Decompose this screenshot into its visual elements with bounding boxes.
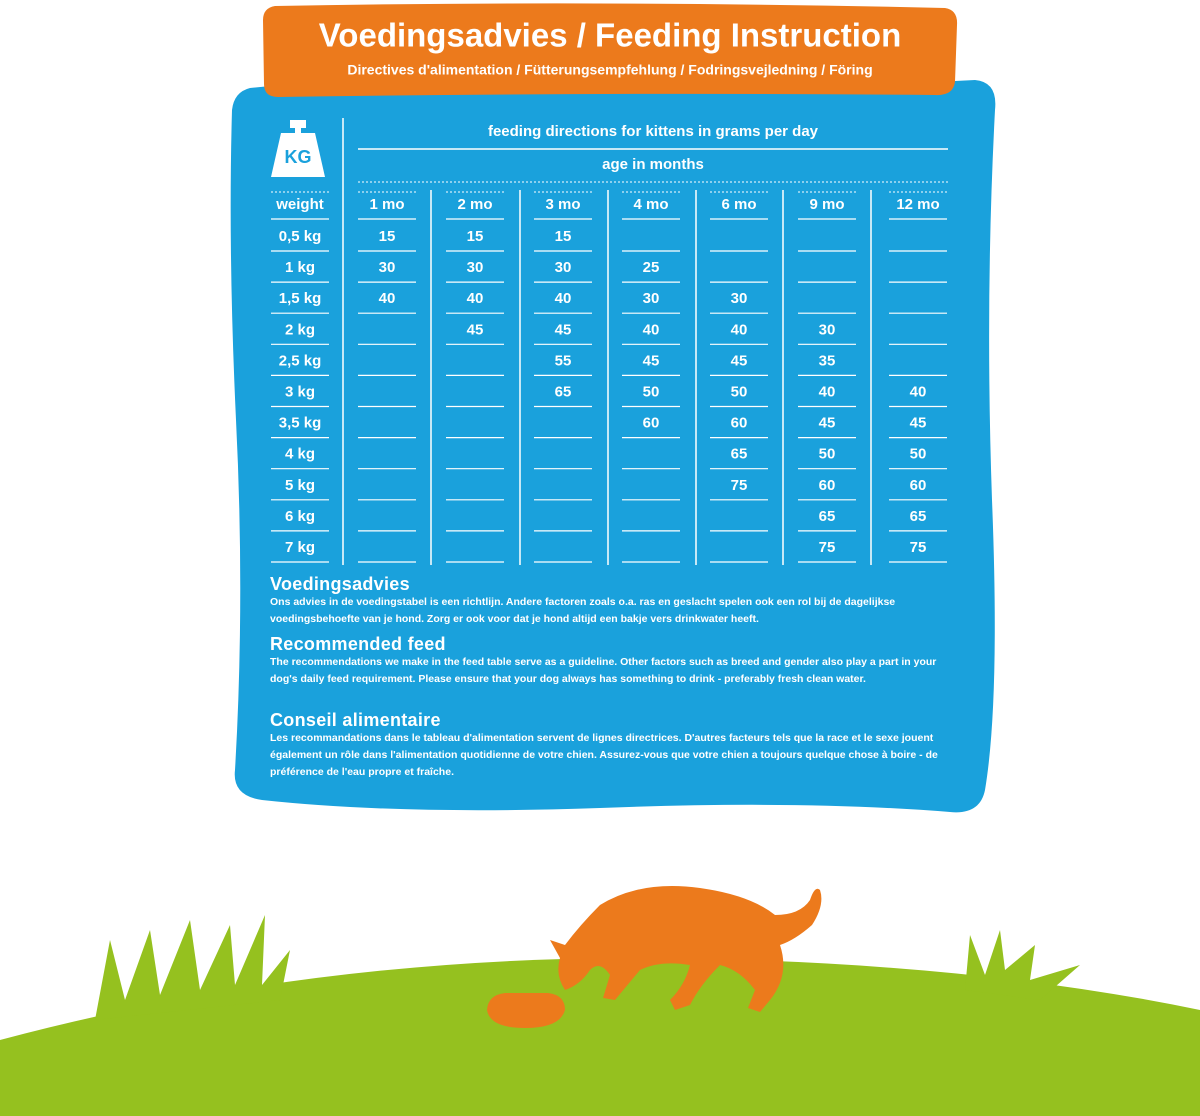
cell-value: 55 [555, 352, 572, 369]
cell-value: 65 [910, 508, 927, 525]
column-header: 4 mo [633, 196, 668, 213]
cell-value: 40 [910, 383, 927, 400]
column-header: 12 mo [896, 196, 939, 213]
column-header: 1 mo [369, 196, 404, 213]
table-subcaption: age in months [602, 156, 704, 173]
section: Voedingsadvies Ons advies in de voedingst… [270, 574, 960, 628]
column-header: 3 mo [545, 196, 580, 213]
blue-panel [230, 78, 996, 813]
cell-value: 40 [379, 290, 396, 307]
cell-value: 65 [731, 446, 748, 463]
section: Conseil alimentaire Les recommandations d… [270, 710, 960, 781]
column-header: weight [275, 196, 324, 213]
row-label: 3,5 kg [279, 415, 322, 432]
cat [550, 886, 822, 1012]
cell-value: 65 [819, 508, 836, 525]
cell-value: 45 [731, 352, 748, 369]
cell-value: 30 [731, 290, 748, 307]
cell-value: 60 [731, 415, 748, 432]
row-label: 0,5 kg [279, 228, 322, 245]
column-header: 9 mo [809, 196, 844, 213]
section-heading: Recommended feed [270, 634, 446, 654]
table-caption: feeding directions for kittens in grams … [488, 123, 819, 140]
section-heading: Voedingsadvies [270, 574, 410, 594]
row-label: 3 kg [285, 383, 315, 400]
cell-value: 40 [731, 321, 748, 338]
cell-value: 25 [643, 259, 660, 276]
cell-value: 40 [467, 290, 484, 307]
column-header: 2 mo [457, 196, 492, 213]
cell-value: 35 [819, 352, 836, 369]
row-label: 6 kg [285, 508, 315, 525]
row-label: 1 kg [285, 259, 315, 276]
column-header: 6 mo [721, 196, 756, 213]
subtitle: Directives d'alimentation / Fütterungsem… [347, 62, 872, 78]
section-text: Les recommandations dans le tableau d'al… [270, 732, 938, 778]
cell-value: 30 [555, 259, 572, 276]
ground [0, 958, 1200, 1116]
weight-icon [271, 120, 325, 177]
cell-value: 65 [555, 383, 572, 400]
section-heading: Conseil alimentaire [270, 710, 441, 730]
section-text: Ons advies in de voedingstabel is een ri… [270, 596, 896, 625]
cell-value: 50 [643, 383, 660, 400]
cell-value: 15 [379, 228, 396, 245]
cell-value: 30 [467, 259, 484, 276]
cell-value: 60 [643, 415, 660, 432]
row-label: 1,5 kg [279, 290, 322, 307]
cell-value: 45 [643, 352, 660, 369]
cell-value: 45 [467, 321, 484, 338]
section-text: The recommendations we make in the feed … [270, 656, 937, 685]
row-label: 2 kg [285, 321, 315, 338]
cell-value: 45 [555, 321, 572, 338]
cell-value: 75 [910, 539, 927, 556]
cell-value: 75 [819, 539, 836, 556]
cell-value: 50 [910, 446, 927, 463]
icon-label: KG [285, 147, 312, 167]
cell-value: 60 [910, 477, 927, 494]
bowl [487, 993, 565, 1028]
cell-value: 50 [819, 446, 836, 463]
cell-value: 50 [731, 383, 748, 400]
cell-value: 30 [819, 321, 836, 338]
row-label: 4 kg [285, 446, 315, 463]
row-label: 2,5 kg [279, 352, 322, 369]
cell-value: 30 [379, 259, 396, 276]
title: Voedingsadvies / Feeding Instruction [319, 17, 901, 54]
cell-value: 45 [910, 415, 927, 432]
cell-value: 45 [819, 415, 836, 432]
cell-value: 40 [819, 383, 836, 400]
row-label: 7 kg [285, 539, 315, 556]
cell-value: 60 [819, 477, 836, 494]
cell-value: 30 [643, 290, 660, 307]
cell-value: 40 [643, 321, 660, 338]
section: Recommended feed The recommendations we m… [270, 634, 960, 688]
row-label: 5 kg [285, 477, 315, 494]
cell-value: 75 [731, 477, 748, 494]
orange-banner [263, 3, 958, 97]
cell-value: 15 [555, 228, 572, 245]
cell-value: 15 [467, 228, 484, 245]
cell-value: 40 [555, 290, 572, 307]
